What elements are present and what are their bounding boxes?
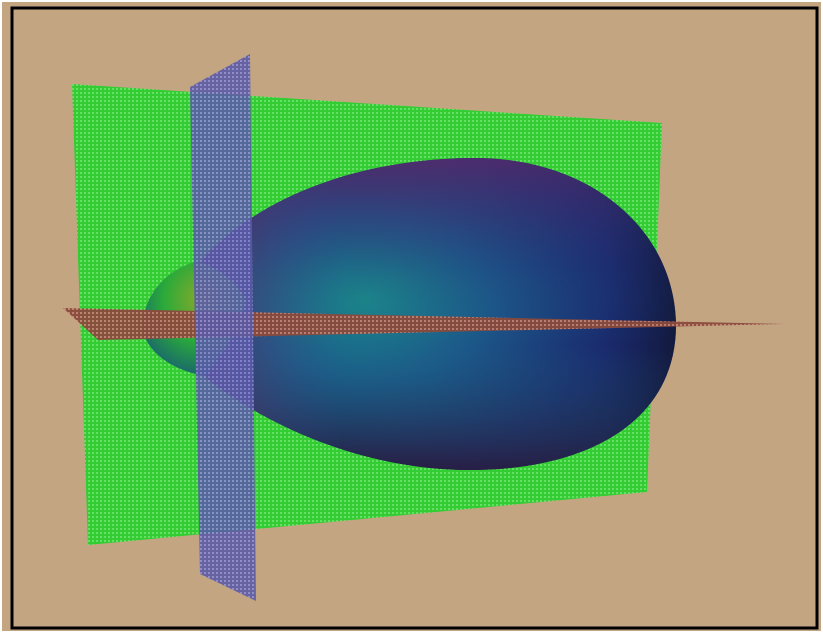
main-lobe xyxy=(200,157,676,471)
blue-plane xyxy=(190,54,256,601)
viewport-frame xyxy=(10,6,819,630)
